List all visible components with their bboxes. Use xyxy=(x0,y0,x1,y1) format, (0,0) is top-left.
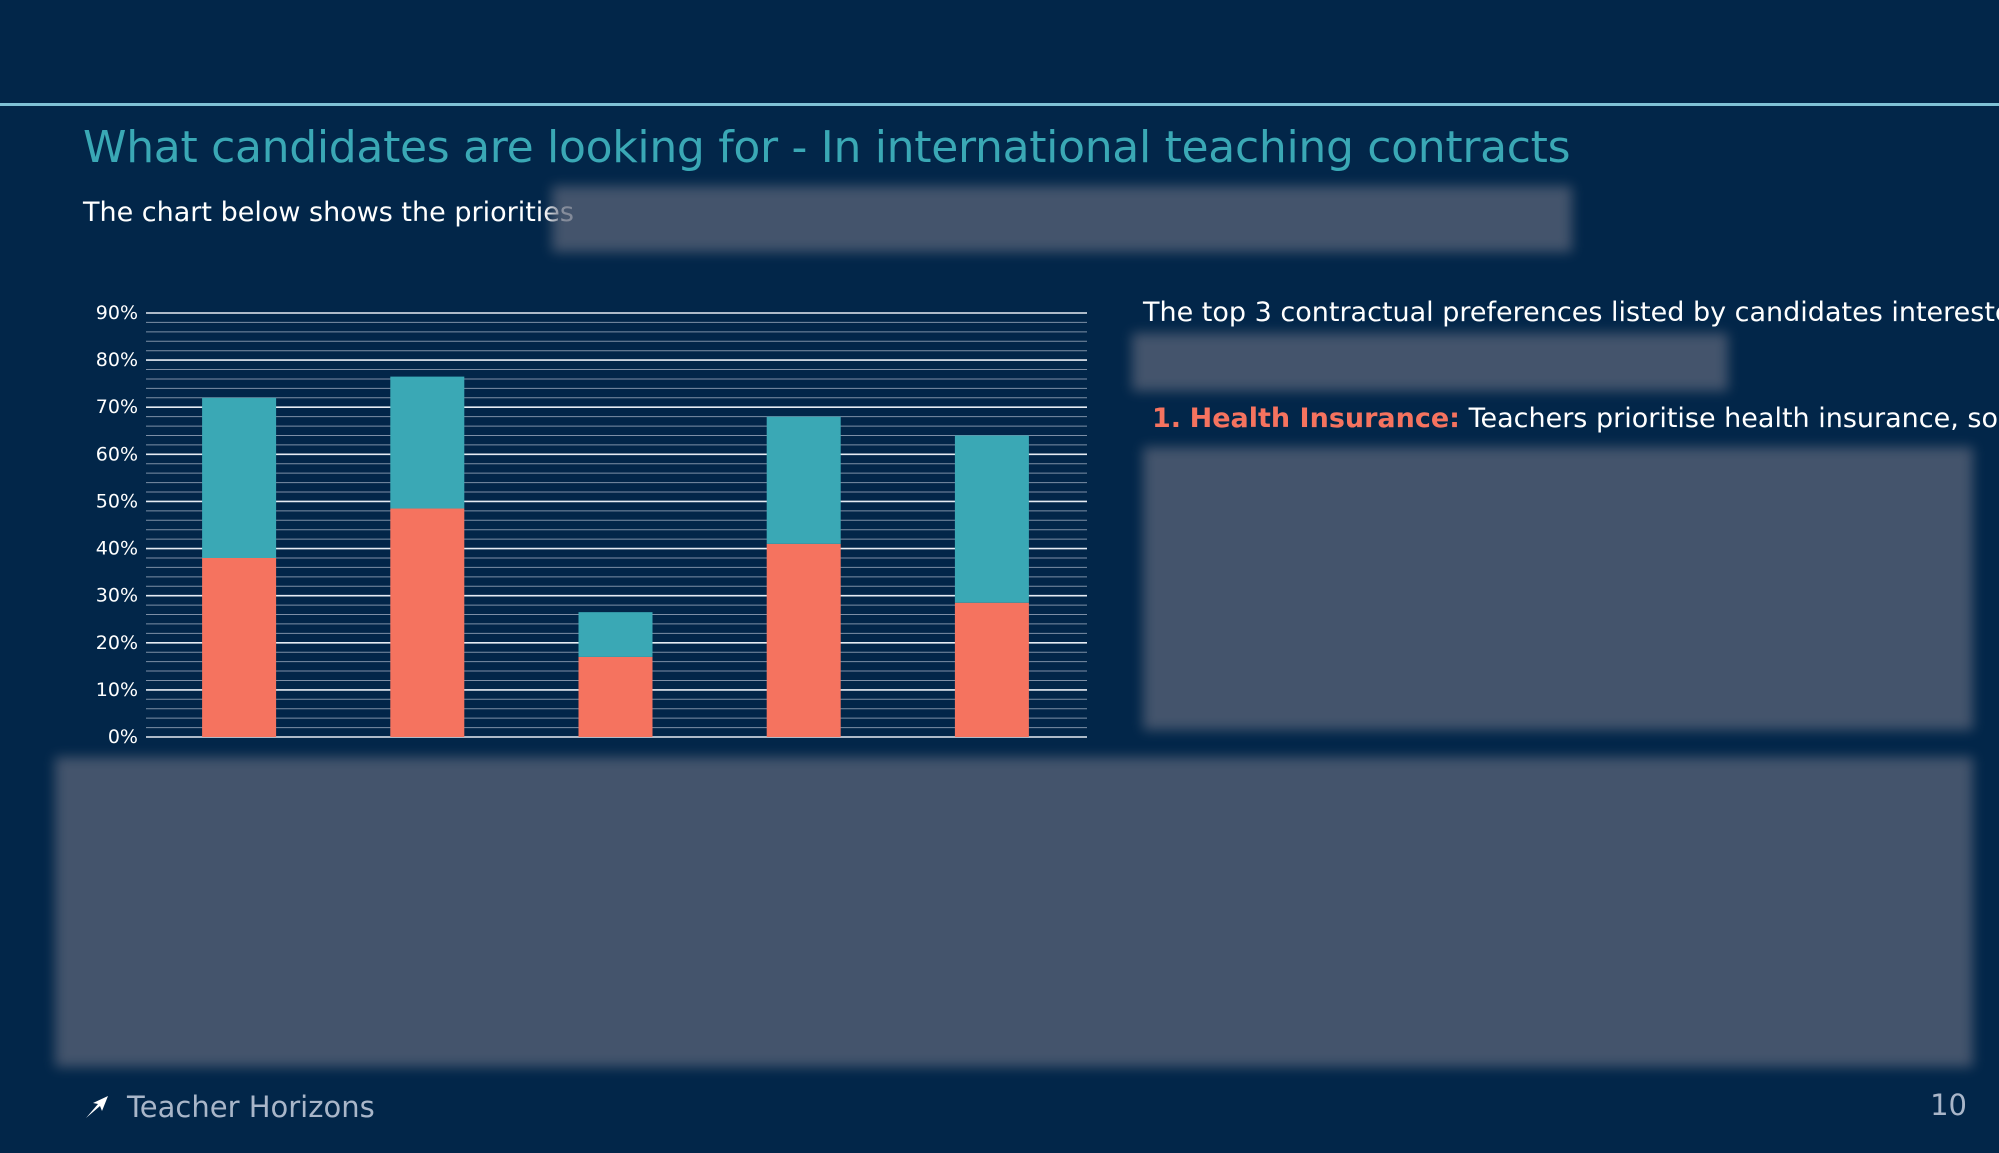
y-tick-label: 60% xyxy=(96,443,138,465)
page-number: 10 xyxy=(1930,1088,1967,1122)
bar-segment-series-1 xyxy=(202,557,277,737)
redacted-right-paragraph xyxy=(1143,447,1973,730)
footer-brand: Teacher Horizons xyxy=(127,1090,375,1124)
bar-segment-series-1 xyxy=(578,656,653,737)
preference-heading: Health Insurance: xyxy=(1189,403,1460,434)
preference-text: Teachers prioritise health insurance, so xyxy=(1468,403,1998,434)
preferences-intro: The top 3 contractual preferences listed… xyxy=(1143,297,1999,328)
header-divider xyxy=(0,103,1999,106)
redacted-right-line xyxy=(1132,333,1728,391)
bar-segment-series-1 xyxy=(954,602,1029,737)
chart-canvas: 0% 10% 20% 30% 40% 50% 60% 70% 80% 90% xyxy=(96,302,1087,748)
bar-segment-series-2 xyxy=(390,376,465,509)
bar-segment-series-2 xyxy=(766,416,841,544)
preference-item-1: 1. Health Insurance: Teachers prioritise… xyxy=(1152,403,1998,434)
y-tick-label: 40% xyxy=(96,538,138,560)
bar-segment-series-2 xyxy=(954,435,1029,603)
preference-number: 1. xyxy=(1152,403,1182,434)
bar-segment-series-2 xyxy=(578,612,653,657)
y-tick-label: 90% xyxy=(96,302,138,324)
y-tick-label: 70% xyxy=(96,396,138,418)
page-subtitle: The chart below shows the priorities xyxy=(83,197,574,228)
y-tick-label: 10% xyxy=(96,679,138,701)
bar-segment-series-1 xyxy=(766,543,841,737)
bird-arrow-icon xyxy=(86,1096,108,1118)
y-tick-label: 80% xyxy=(96,349,138,371)
bar-segment-series-2 xyxy=(202,397,277,558)
y-tick-label: 50% xyxy=(96,490,138,512)
stacked-bar-chart: 0% 10% 20% 30% 40% 50% 60% 70% 80% 90% xyxy=(80,290,1100,760)
bar-segment-series-1 xyxy=(390,508,465,737)
y-tick-label: 30% xyxy=(96,585,138,607)
y-tick-label: 20% xyxy=(96,632,138,654)
redacted-subtitle xyxy=(552,186,1572,252)
redacted-lower-block xyxy=(55,757,1973,1067)
page-title: What candidates are looking for - In int… xyxy=(83,122,1571,173)
y-tick-label: 0% xyxy=(108,726,138,748)
